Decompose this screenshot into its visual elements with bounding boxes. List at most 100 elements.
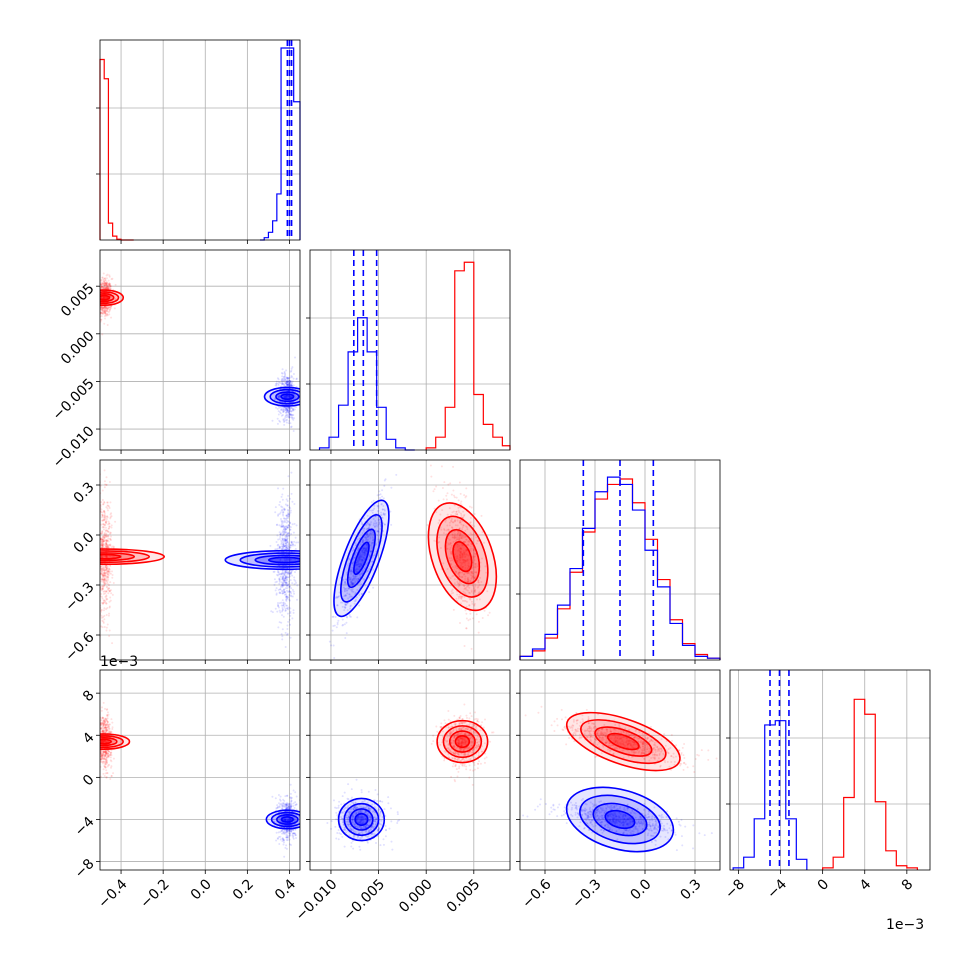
scatter-2-1-blue-point — [363, 552, 366, 555]
scatter-1-0-blue-point — [281, 382, 284, 385]
scatter-2-1-red-point — [484, 565, 487, 568]
scatter-2-1-blue-point — [361, 551, 364, 554]
scatter-2-0-blue-point — [287, 608, 290, 611]
scatter-2-0-red-point — [109, 596, 112, 599]
scatter-2-0-blue-point — [281, 537, 284, 540]
scatter-2-1-blue-point — [366, 562, 369, 565]
scatter-2-1-blue-point — [364, 536, 367, 539]
scatter-2-1-red-point — [467, 562, 470, 565]
scatter-3-0-blue-point — [287, 818, 290, 821]
scatter-2-1-red-point — [451, 559, 454, 562]
scatter-2-1-red-point — [456, 513, 459, 516]
scatter-2-1-red-point — [440, 465, 443, 468]
scatter-3-0-red-point — [105, 729, 108, 732]
scatter-2-1-blue-point — [363, 550, 366, 553]
scatter-2-1-red-point — [452, 510, 455, 513]
scatter-panel-2-1 — [306, 459, 511, 664]
scatter-2-0-blue-point — [278, 621, 281, 624]
scatter-2-1-red-point — [446, 567, 449, 570]
scatter-2-0-blue-point — [276, 547, 279, 550]
scatter-3-0-red-point — [102, 731, 105, 734]
scatter-3-0-red-point — [103, 754, 106, 757]
scatter-2-0-blue-point — [287, 524, 290, 527]
scatter-3-0-red-point — [101, 739, 104, 742]
scatter-3-0-red-point — [102, 760, 105, 763]
scatter-2-0-blue-point — [277, 571, 280, 574]
scatter-1-0-blue-point — [282, 383, 285, 386]
scatter-2-0-red-point — [108, 587, 111, 590]
scatter-1-0-blue-point — [281, 379, 284, 382]
scatter-2-0-blue-point — [283, 572, 286, 575]
scatter-2-0-red-point — [100, 587, 102, 590]
scatter-2-0-blue-point — [282, 589, 285, 592]
scatter-1-0-red-point — [113, 307, 116, 310]
scatter-2-0-red-point — [101, 514, 104, 517]
scatter-2-1-blue-point — [360, 554, 363, 557]
scatter-1-0-red-point — [101, 276, 104, 279]
scatter-1-0-blue-point — [287, 406, 290, 409]
scatter-2-1-red-point — [469, 542, 472, 545]
scatter-2-1-red-point — [448, 517, 451, 520]
scatter-2-1-red-point — [463, 644, 466, 647]
scatter-2-1-blue-point — [355, 568, 358, 571]
scatter-2-0-blue-point — [290, 587, 293, 590]
scatter-2-1-red-point — [452, 591, 455, 594]
scatter-3-0-red-point — [103, 720, 106, 723]
scatter-2-0-blue-point — [286, 545, 289, 548]
scatter-2-1-blue-point — [351, 582, 354, 585]
scatter-2-1-red-point — [456, 537, 459, 540]
scatter-2-0-red-point — [100, 537, 102, 540]
scatter-2-1-red-point — [479, 576, 482, 579]
scatter-2-1-blue-point — [363, 549, 366, 552]
scatter-2-0-red-point — [107, 545, 110, 548]
scatter-2-0-blue-point — [278, 578, 281, 581]
scatter-2-0-red-point — [109, 532, 112, 535]
scatter-2-1-red-point — [480, 514, 483, 517]
scatter-2-1-blue-point — [368, 555, 371, 558]
scatter-2-0-blue-point — [279, 558, 282, 561]
scatter-2-1-blue-point — [370, 550, 373, 553]
scatter-2-0-blue-point — [278, 547, 281, 550]
scatter-1-0-blue-point — [291, 380, 294, 383]
scatter-2-0-red-point — [106, 623, 109, 626]
scatter-2-1-blue-point — [349, 588, 352, 591]
scatter-2-1-red-point — [467, 585, 470, 588]
scatter-2-1-blue-point — [332, 615, 335, 618]
scatter-1-0-blue-point — [280, 409, 283, 412]
scatter-2-0-red-point — [103, 540, 106, 543]
scatter-2-1-red-point — [467, 578, 470, 581]
scatter-2-0-blue-point — [279, 585, 282, 588]
scatter-2-1-red-point — [463, 513, 466, 516]
scatter-2-0-red-point — [103, 518, 106, 521]
scatter-2-1-blue-point — [358, 563, 361, 566]
scatter-3-0-red-point — [102, 772, 105, 775]
scatter-2-0-blue-point — [281, 569, 284, 572]
scatter-2-1-red-point — [466, 576, 469, 579]
scatter-2-0-red-point — [104, 569, 107, 572]
scatter-2-1-blue-point — [383, 479, 386, 482]
scatter-3-0-blue-point — [289, 806, 292, 809]
scatter-1-0-red-point — [104, 314, 107, 317]
scatter-2-1-blue-point — [368, 524, 371, 527]
scatter-2-1-red-point — [457, 532, 460, 535]
scatter-1-0-blue-point — [287, 411, 290, 414]
scatter-3-0-red-point — [105, 752, 108, 755]
scatter-1-0-red-point — [102, 306, 105, 309]
scatter-2-0-red-point — [100, 593, 103, 596]
scatter-2-0-red-point — [103, 518, 106, 521]
scatter-2-1-red-point — [461, 595, 464, 598]
scatter-2-0-blue-point — [285, 543, 288, 546]
scatter-2-0-red-point — [108, 629, 111, 632]
scatter-1-0-red-point — [106, 286, 109, 289]
scatter-2-1-red-point — [448, 543, 451, 546]
scatter-2-1-red-point — [458, 571, 461, 574]
hist-panel-1 — [306, 249, 511, 454]
scatter-2-1-red-point — [437, 522, 440, 525]
scatter-2-1-blue-point — [364, 551, 367, 554]
scatter-2-1-blue-point — [358, 556, 361, 559]
scatter-2-1-red-point — [446, 513, 449, 516]
scatter-2-0-blue-point — [287, 508, 290, 511]
scatter-2-0-red-point — [105, 555, 108, 558]
scatter-2-1-blue-point — [359, 554, 362, 557]
scatter-1-0-red-point — [103, 284, 106, 287]
